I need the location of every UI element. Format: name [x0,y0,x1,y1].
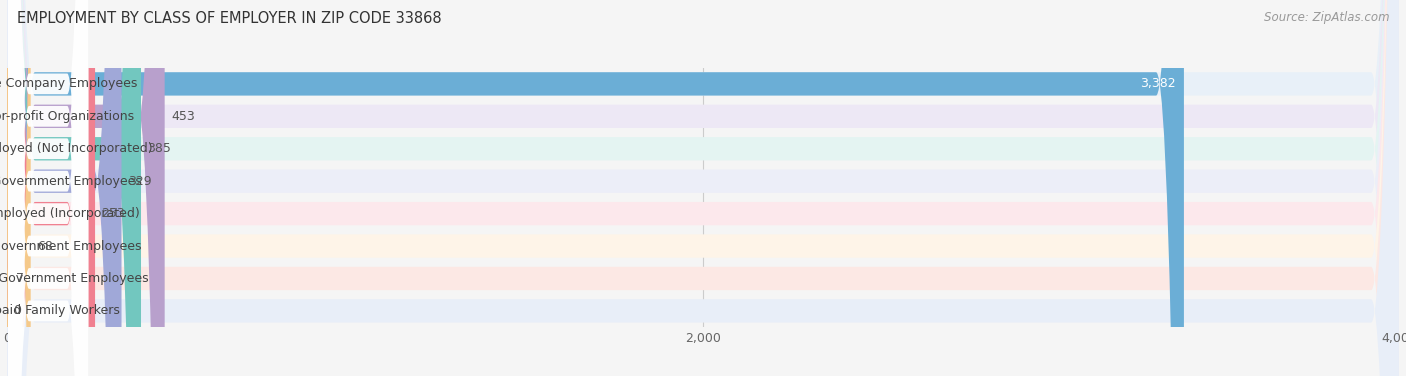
Text: Local Government Employees: Local Government Employees [0,175,142,188]
Text: 3,382: 3,382 [1140,77,1175,90]
FancyBboxPatch shape [7,199,10,358]
Text: 0: 0 [13,305,21,317]
Text: EMPLOYMENT BY CLASS OF EMPLOYER IN ZIP CODE 33868: EMPLOYMENT BY CLASS OF EMPLOYER IN ZIP C… [17,11,441,26]
FancyBboxPatch shape [7,0,31,376]
FancyBboxPatch shape [7,0,1399,376]
Text: Self-Employed (Incorporated): Self-Employed (Incorporated) [0,207,141,220]
FancyBboxPatch shape [7,0,1399,376]
FancyBboxPatch shape [7,0,1184,376]
Text: Private Company Employees: Private Company Employees [0,77,138,90]
Text: Source: ZipAtlas.com: Source: ZipAtlas.com [1264,11,1389,24]
Text: Self-Employed (Not Incorporated): Self-Employed (Not Incorporated) [0,142,153,155]
FancyBboxPatch shape [7,0,121,376]
FancyBboxPatch shape [8,0,89,376]
FancyBboxPatch shape [8,0,89,376]
Text: 453: 453 [172,110,194,123]
Text: Federal Government Employees: Federal Government Employees [0,272,149,285]
FancyBboxPatch shape [7,0,1399,376]
FancyBboxPatch shape [7,0,1399,376]
FancyBboxPatch shape [8,0,89,376]
FancyBboxPatch shape [8,0,89,376]
FancyBboxPatch shape [8,0,89,376]
Text: 7: 7 [15,272,24,285]
Text: Unpaid Family Workers: Unpaid Family Workers [0,305,120,317]
FancyBboxPatch shape [8,0,89,376]
FancyBboxPatch shape [7,0,165,376]
Text: 253: 253 [101,207,125,220]
FancyBboxPatch shape [7,0,96,376]
FancyBboxPatch shape [7,0,1399,376]
Text: 68: 68 [37,240,53,253]
Text: 385: 385 [148,142,172,155]
Text: 329: 329 [128,175,152,188]
FancyBboxPatch shape [7,0,1399,376]
FancyBboxPatch shape [8,0,89,376]
Text: State Government Employees: State Government Employees [0,240,142,253]
FancyBboxPatch shape [8,0,89,376]
FancyBboxPatch shape [7,0,141,376]
FancyBboxPatch shape [7,0,1399,376]
Text: Not-for-profit Organizations: Not-for-profit Organizations [0,110,134,123]
FancyBboxPatch shape [7,0,1399,376]
